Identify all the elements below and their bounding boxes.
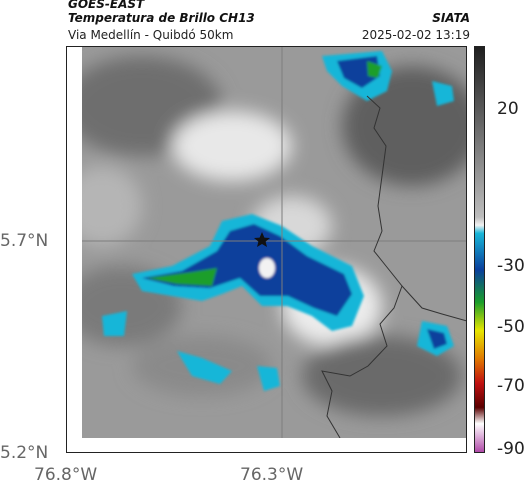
organization-label: SIATA — [432, 11, 470, 25]
map-frame — [66, 46, 467, 453]
colorbar — [474, 46, 485, 453]
lat-tick-label: 5.7°N — [0, 231, 49, 251]
product-title: Temperatura de Brillo CH13 — [68, 11, 255, 25]
datetime-label: 2025-02-02 13:19 — [361, 28, 470, 42]
lon-tick-label: 76.3°W — [240, 465, 304, 485]
cold-cloud-tops — [102, 51, 454, 391]
colorbar-label: -70 — [497, 376, 525, 396]
colorbar-label: -50 — [497, 317, 525, 337]
satellite-map[interactable] — [82, 46, 467, 438]
star-icon[interactable] — [254, 232, 270, 247]
border-line-east — [401, 285, 467, 322]
lat-tick-label: 5.2°N — [0, 443, 49, 463]
satellite-title: GOES-EAST — [68, 0, 145, 11]
colorbar-label: 20 — [497, 99, 519, 119]
colorbar-label: -30 — [497, 256, 525, 276]
colorbar-label: -90 — [497, 439, 525, 459]
lon-tick-label: 76.8°W — [34, 465, 98, 485]
location-label: Via Medellín - Quibdó 50km — [68, 28, 234, 42]
